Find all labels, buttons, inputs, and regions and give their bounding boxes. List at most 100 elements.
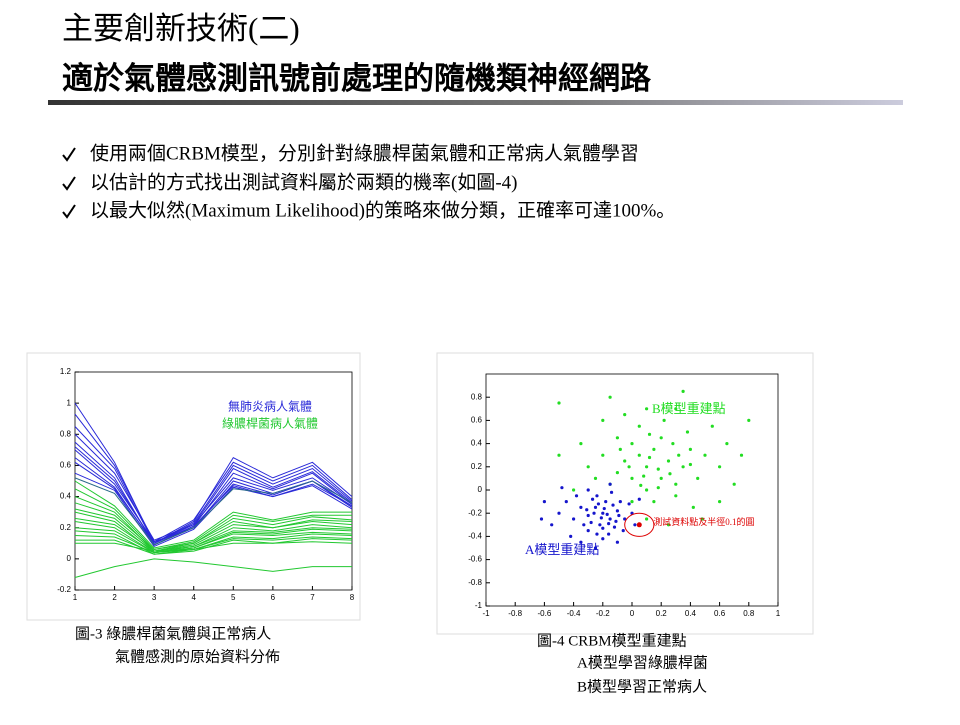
scatter-point (602, 506, 606, 511)
scatter-point (691, 505, 695, 509)
data-line (74, 535, 353, 554)
scatter-point (557, 511, 561, 515)
y-tick-label: -0.4 (468, 532, 482, 541)
y-tick-label: 0.8 (60, 429, 72, 438)
data-line (74, 433, 353, 541)
scatter-point (605, 512, 609, 516)
data-line (74, 480, 352, 549)
scatter-point (674, 407, 678, 411)
y-tick-label: -0.6 (468, 555, 482, 564)
data-line (74, 530, 353, 555)
scatter-point (557, 401, 561, 405)
scatter-point (662, 418, 666, 422)
caption: B模型學習正常病人 (577, 677, 707, 695)
scatter-point (579, 442, 583, 446)
caption: 圖-3 綠膿桿菌氣體與正常病人 (75, 625, 271, 642)
y-tick-label: 1 (67, 398, 72, 407)
scatter-point (739, 453, 744, 457)
data-line (75, 541, 353, 552)
scatter-point (542, 500, 547, 504)
scatter-point (601, 418, 605, 422)
scatter-point (593, 546, 598, 550)
scatter-point (688, 462, 693, 467)
scatter-point (681, 389, 685, 393)
test-point (636, 522, 642, 528)
x-tick-label: -0.4 (567, 609, 581, 618)
y-tick-label: 0 (67, 554, 72, 563)
x-tick-label: 0.4 (685, 609, 697, 618)
scatter-point (630, 476, 634, 480)
data-line (74, 488, 352, 551)
x-tick-label: 1 (776, 609, 781, 618)
scatter-point (645, 465, 649, 469)
scatter-point (633, 523, 637, 527)
data-line (74, 517, 353, 552)
caption: A模型學習綠膿桿菌 (577, 653, 708, 671)
scatter-point (639, 483, 643, 487)
scatter-point (557, 453, 561, 457)
x-tick-label: 3 (152, 593, 157, 602)
scatter-point (615, 471, 620, 475)
scatter-point (652, 447, 656, 451)
bullets: 使用兩個CRBM模型，分別針對綠膿桿菌氣體和正常病人氣體學習 以估計的方式找出測… (62, 142, 675, 221)
scatter-point (592, 511, 596, 515)
scatter-point (599, 516, 603, 520)
bullet-text: 使用兩個CRBM模型，分別針對綠膿桿菌氣體和正常病人氣體學習 (90, 142, 639, 164)
title-line: 主要創新技術(二) (62, 11, 300, 46)
scatter-point (677, 453, 681, 457)
scatter-point (585, 508, 589, 512)
scatter-point (656, 486, 660, 490)
scatter-point (601, 511, 605, 515)
scatter-point (618, 500, 622, 504)
x-tick-label: 2 (112, 593, 117, 602)
scatter-point (623, 413, 627, 417)
scatter-point (703, 453, 707, 457)
scatter-point (645, 407, 649, 411)
data-line (74, 558, 352, 579)
check-icon (62, 147, 76, 162)
check-icon (62, 204, 76, 219)
legend-label: 無肺炎病人氣體 (228, 399, 312, 414)
scatter-point (609, 490, 614, 494)
scatter-point (659, 436, 663, 440)
data-line (74, 502, 353, 551)
title-underline (48, 100, 903, 105)
check-icon (62, 176, 76, 191)
x-tick-label: 1 (73, 593, 78, 602)
scatter-point (539, 517, 544, 521)
scatter-point (732, 482, 736, 486)
x-tick-label: -0.6 (538, 609, 552, 618)
scatter-point (637, 453, 641, 457)
scatter-point (685, 430, 690, 434)
x-tick-label: -1 (482, 609, 490, 618)
scatter-point (725, 442, 729, 446)
x-tick-label: 0.2 (656, 609, 668, 618)
scatter-point (593, 505, 598, 509)
data-line (74, 402, 353, 544)
x-tick-label: 4 (191, 593, 196, 602)
scatter-point (696, 476, 700, 480)
scatter-point (586, 529, 590, 533)
scatter-point (627, 465, 631, 469)
scatter-point (666, 523, 671, 527)
scatter-point (668, 472, 672, 476)
scatter-point (617, 513, 621, 518)
scatter-point (607, 522, 611, 526)
bullet-text: 以最大似然(Maximum Likelihood)的策略來做分類，正確率可達10… (90, 199, 675, 221)
x-tick-label: 6 (271, 593, 276, 602)
data-line (74, 477, 353, 546)
data-line (74, 511, 353, 554)
scatter-point (674, 482, 678, 486)
data-line (74, 446, 353, 544)
scatter-point (671, 442, 675, 446)
scatter-point (579, 505, 583, 509)
scatter-point (637, 497, 641, 501)
scatter-point (608, 395, 612, 399)
scatter-point (637, 424, 641, 428)
y-tick-label: -0.2 (468, 508, 482, 517)
scatter-point (596, 502, 601, 506)
series-label: A模型重建點 (525, 542, 599, 557)
scatter-point (700, 517, 704, 521)
scatter-point (623, 459, 627, 463)
